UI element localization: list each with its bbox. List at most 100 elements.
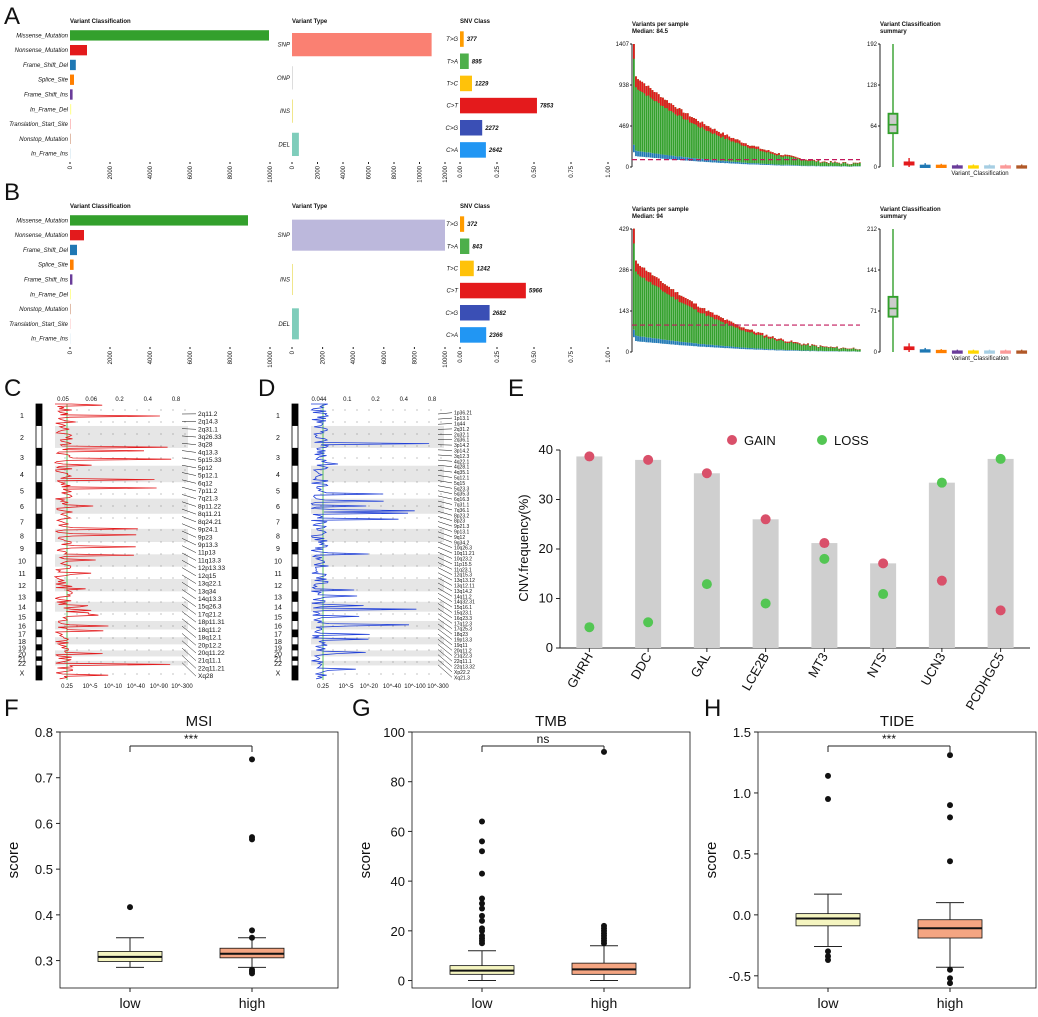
- a-sample-bar-other: [678, 156, 681, 160]
- e-legend-loss-swatch: [817, 435, 827, 445]
- b-classification-title: Variant Classification: [70, 204, 131, 210]
- h-frame: [757, 731, 1037, 989]
- c-grid-dot: [160, 517, 162, 519]
- b-sample-bar-nonsense: [827, 347, 830, 348]
- d-peak-connector: [437, 505, 453, 511]
- a-sample-bar-nonsense: [796, 157, 799, 159]
- a-class-bar: [70, 44, 87, 56]
- b-sample-bar-other: [769, 349, 772, 351]
- b-sample-bar-nonsense: [815, 345, 818, 347]
- c-grid-dot: [112, 589, 114, 591]
- g-outlier: [479, 870, 485, 877]
- d-peak-label: 2q36.1: [454, 438, 470, 444]
- d-grid-dot: [392, 637, 394, 639]
- d-peak-label: 17q25.3: [454, 627, 472, 633]
- c-grid-dot: [100, 517, 102, 519]
- d-peak-label: 12q15.3: [454, 573, 472, 579]
- b-sample-bar-nonsense: [717, 315, 720, 321]
- e-x-tick-label: GHRH: [564, 650, 596, 691]
- b-sample-bar-nonsense: [834, 347, 836, 348]
- f-outlier: [127, 904, 133, 911]
- b-sample-bar-missense: [759, 332, 762, 349]
- b-sample-bar-other: [670, 340, 673, 345]
- b-snv-value: 372: [467, 222, 478, 228]
- g-outlier: [479, 838, 485, 845]
- b-sample-bar-missense: [747, 329, 749, 348]
- g-y-tick-label: 100: [383, 725, 405, 740]
- c-peak-label: 8q24.21: [198, 519, 222, 526]
- a-sample-subtitle: Median: 84.5: [632, 29, 669, 35]
- b-snv-label: C>T: [446, 289, 459, 295]
- b-sample-bar-nonsense: [635, 260, 637, 272]
- b-sample-bar-nonsense: [641, 267, 644, 278]
- b-class-bar: [70, 229, 84, 241]
- b-sample-bar-missense: [695, 303, 697, 344]
- a-sample-bar-other: [662, 154, 664, 159]
- a-sample-bar-other: [736, 162, 739, 164]
- d-chrom-band: [292, 447, 298, 466]
- a-sample-bar-other: [707, 159, 710, 163]
- c-grid-dot: [160, 445, 162, 447]
- a-sample-bar-nonsense: [722, 132, 724, 137]
- d-grid-dot: [440, 493, 442, 495]
- d-grid-dot: [392, 493, 394, 495]
- b-sample-bar-nonsense: [794, 342, 797, 344]
- c-grid-dot: [148, 637, 150, 639]
- b-sample-bar-nonsense: [637, 263, 639, 275]
- b-sample-bar-missense: [786, 341, 789, 351]
- c-peak-label: 13q34: [198, 588, 216, 595]
- a-sample-bar-nonsense: [834, 161, 836, 163]
- b-sample-bar-nonsense: [788, 341, 791, 343]
- b-sample-bar-other: [686, 342, 689, 346]
- f-ylabel: score: [5, 842, 22, 879]
- d-bottom-tick: 10^-300: [427, 684, 449, 690]
- d-peak-label: 11q23.1: [454, 567, 472, 573]
- b-class-bar: [70, 215, 248, 226]
- b-sample-bar-other: [655, 338, 658, 344]
- b-type-bar: [292, 219, 445, 251]
- c-peak-label: 11q13.3: [198, 557, 221, 564]
- c-chrom-shade: [55, 498, 188, 514]
- e-loss-point: [701, 579, 712, 590]
- e-y-tick-label: 30: [539, 492, 553, 507]
- d-grid-dot: [428, 493, 430, 495]
- b-sample-bar-missense: [728, 320, 731, 347]
- d-grid-dot: [392, 601, 394, 603]
- b-sample-bar-other: [780, 349, 782, 351]
- c-grid-dot: [172, 565, 174, 567]
- c-peak-label: 5p12.1: [198, 473, 218, 480]
- b-summary-title: summary: [880, 214, 907, 220]
- a-sample-bar-missense: [778, 153, 780, 165]
- b-sample-bar-nonsense: [695, 303, 697, 310]
- f-outlier: [249, 970, 255, 977]
- b-sample-bar-missense: [705, 311, 708, 345]
- a-sample-bar-nonsense: [798, 158, 801, 160]
- a-type-label: DEL: [278, 142, 290, 148]
- c-bottom-tick: 10^-5: [83, 684, 98, 690]
- a-sample-bar-missense: [753, 145, 755, 164]
- e-bar: [928, 482, 955, 648]
- a-class-label: Frame_Shift_Del: [23, 63, 69, 69]
- c-chrom-label: X: [20, 671, 25, 678]
- d-peak-connector: [437, 536, 453, 543]
- c-grid-dot: [124, 649, 126, 651]
- d-peak-connector: [437, 495, 453, 500]
- c-grid-dot: [148, 601, 150, 603]
- b-sample-subtitle: Median: 94: [632, 214, 664, 220]
- b-sample-bar-nonsense: [842, 347, 845, 349]
- a-sample-bar-missense: [759, 148, 762, 164]
- c-peak-connector: [181, 552, 197, 561]
- c-grid-dot: [148, 517, 150, 519]
- c-chrom-label: 16: [18, 623, 26, 630]
- a-sample-bar-other: [742, 162, 745, 165]
- b-class-tick-label: 10000: [268, 350, 274, 367]
- e-legend-gain: GAIN: [744, 433, 776, 448]
- d-grid-dot: [428, 433, 430, 435]
- c-chrom-band: [36, 542, 42, 555]
- a-sample-bar-nonsense: [790, 155, 793, 157]
- c-grid-dot: [184, 661, 186, 663]
- b-sample-bar-missense: [780, 338, 782, 350]
- c-chrom-label: 21: [18, 657, 26, 664]
- a-summary-xlabel: Variant_Classification: [951, 171, 1008, 177]
- d-grid-dot: [368, 577, 370, 579]
